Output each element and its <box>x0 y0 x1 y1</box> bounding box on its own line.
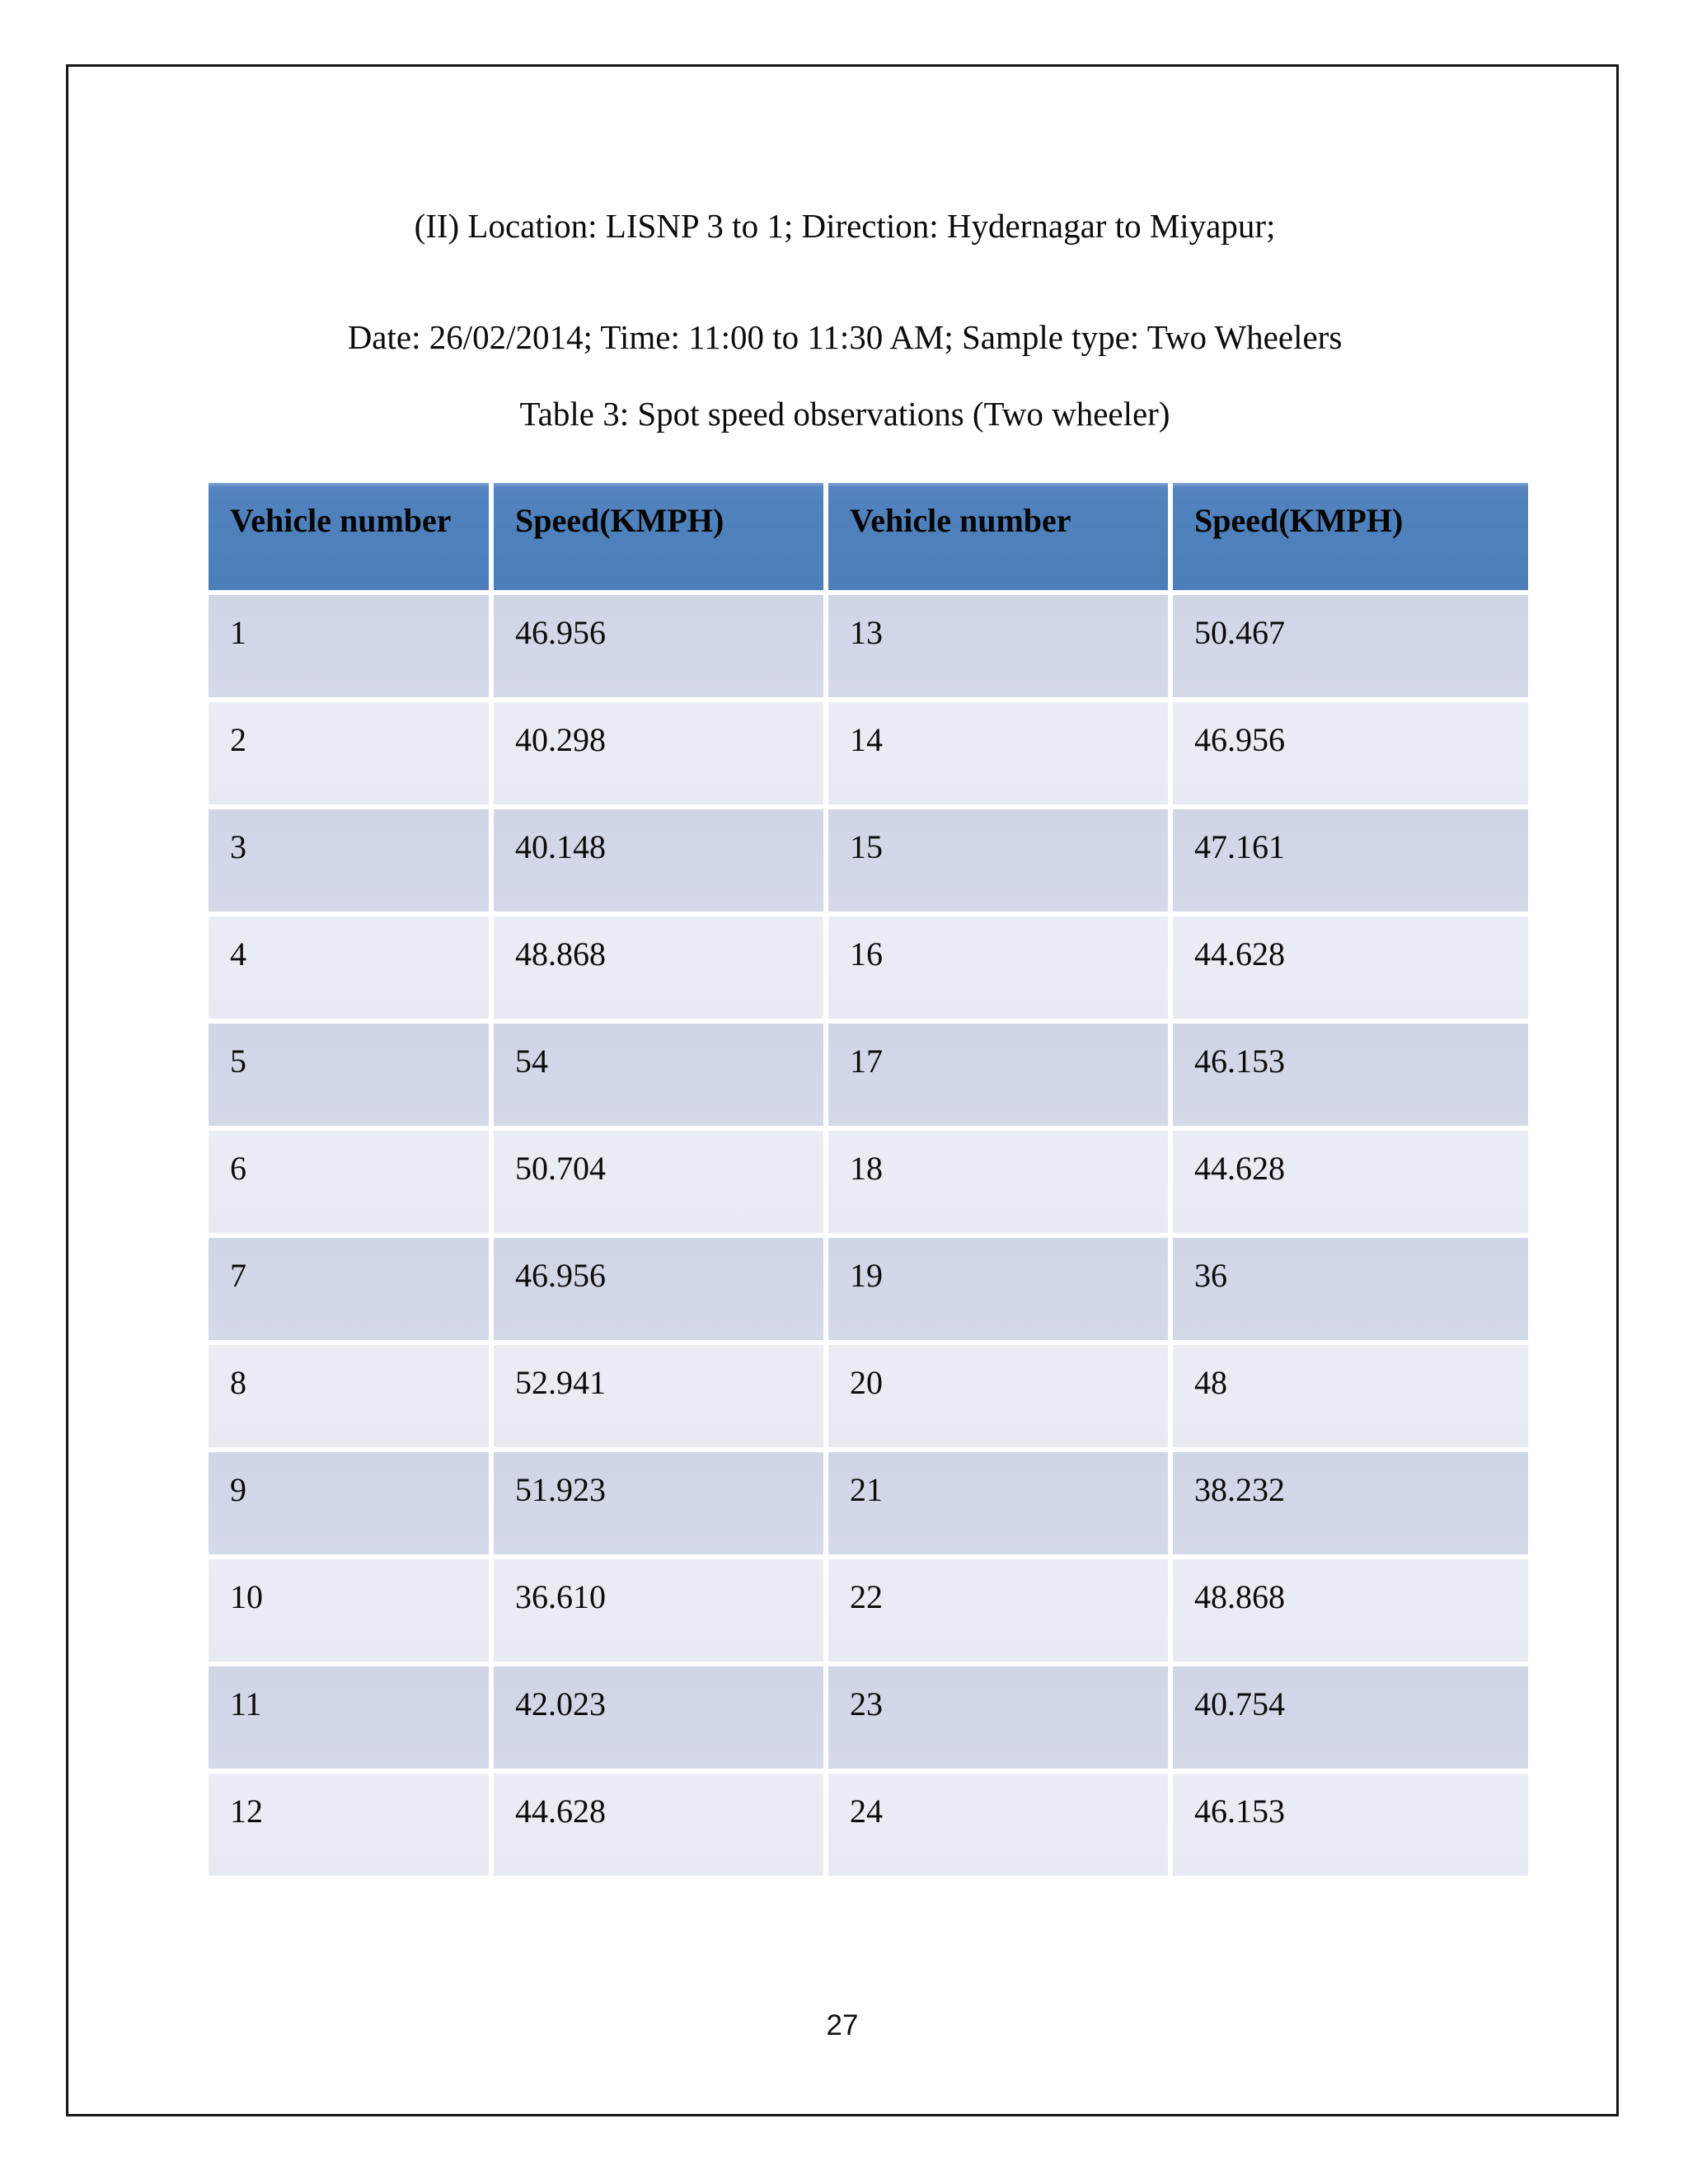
speed-cell: 36 <box>1173 1238 1528 1340</box>
vehicle-number-cell: 13 <box>828 595 1168 697</box>
table-row: 2 40.298 14 46.956 <box>209 702 1528 804</box>
heading-date-time-sample: Date: 26/02/2014; Time: 11:00 to 11:30 A… <box>347 318 1343 356</box>
header-row: Vehicle number Speed(KMPH) Vehicle numbe… <box>209 483 1528 590</box>
speed-cell: 36.610 <box>494 1559 823 1661</box>
column-header-vehicle-number-1: Vehicle number <box>209 483 489 590</box>
speed-cell: 48.868 <box>494 916 823 1019</box>
speed-cell: 51.923 <box>494 1452 823 1554</box>
table-row: 1 46.956 13 50.467 <box>209 595 1528 697</box>
speed-cell: 46.956 <box>494 1238 823 1340</box>
vehicle-number-cell: 17 <box>828 1024 1168 1126</box>
table-row: 7 46.956 19 36 <box>209 1238 1528 1340</box>
speed-cell: 44.628 <box>1173 916 1528 1019</box>
speed-cell: 40.148 <box>494 809 823 912</box>
table-row: 11 42.023 23 40.754 <box>209 1666 1528 1769</box>
table-row: 4 48.868 16 44.628 <box>209 916 1528 1019</box>
speed-cell: 38.232 <box>1173 1452 1528 1554</box>
spot-speed-table: Vehicle number Speed(KMPH) Vehicle numbe… <box>204 478 1533 1881</box>
page-number: 27 <box>826 2009 859 2041</box>
vehicle-number-cell: 24 <box>828 1774 1168 1876</box>
speed-cell: 40.754 <box>1173 1666 1528 1769</box>
vehicle-number-cell: 23 <box>828 1666 1168 1769</box>
vehicle-number-cell: 21 <box>828 1452 1168 1554</box>
speed-cell: 46.153 <box>1173 1774 1528 1876</box>
vehicle-number-cell: 14 <box>828 702 1168 804</box>
table-row: 6 50.704 18 44.628 <box>209 1131 1528 1233</box>
vehicle-number-cell: 4 <box>209 916 489 1019</box>
vehicle-number-cell: 3 <box>209 809 489 912</box>
speed-cell: 46.956 <box>1173 702 1528 804</box>
vehicle-number-cell: 7 <box>209 1238 489 1340</box>
vehicle-number-cell: 2 <box>209 702 489 804</box>
speed-cell: 52.941 <box>494 1345 823 1447</box>
vehicle-number-cell: 18 <box>828 1131 1168 1233</box>
table-row: 3 40.148 15 47.161 <box>209 809 1528 912</box>
vehicle-number-cell: 19 <box>828 1238 1168 1340</box>
table-row: 5 54 17 46.153 <box>209 1024 1528 1126</box>
speed-cell: 46.956 <box>494 595 823 697</box>
page-border <box>66 64 1619 2116</box>
vehicle-number-cell: 12 <box>209 1774 489 1876</box>
speed-cell: 50.467 <box>1173 595 1528 697</box>
vehicle-number-cell: 10 <box>209 1559 489 1661</box>
vehicle-number-cell: 15 <box>828 809 1168 912</box>
speed-cell: 54 <box>494 1024 823 1126</box>
table-row: 12 44.628 24 46.153 <box>209 1774 1528 1876</box>
vehicle-number-cell: 22 <box>828 1559 1168 1661</box>
column-header-vehicle-number-2: Vehicle number <box>828 483 1168 590</box>
speed-cell: 47.161 <box>1173 809 1528 912</box>
speed-cell: 40.298 <box>494 702 823 804</box>
vehicle-number-cell: 16 <box>828 916 1168 1019</box>
vehicle-number-cell: 1 <box>209 595 489 697</box>
column-header-speed-1: Speed(KMPH) <box>494 483 823 590</box>
vehicle-number-cell: 11 <box>209 1666 489 1769</box>
column-header-speed-2: Speed(KMPH) <box>1173 483 1528 590</box>
vehicle-number-cell: 5 <box>209 1024 489 1126</box>
speed-cell: 48.868 <box>1173 1559 1528 1661</box>
heading-location-direction: (II) Location: LISNP 3 to 1; Direction: … <box>414 207 1276 245</box>
speed-cell: 48 <box>1173 1345 1528 1447</box>
vehicle-number-cell: 8 <box>209 1345 489 1447</box>
speed-cell: 42.023 <box>494 1666 823 1769</box>
table-row: 10 36.610 22 48.868 <box>209 1559 1528 1661</box>
speed-cell: 46.153 <box>1173 1024 1528 1126</box>
vehicle-number-cell: 9 <box>209 1452 489 1554</box>
table-caption: Table 3: Spot speed observations (Two wh… <box>519 395 1170 433</box>
table-row: 8 52.941 20 48 <box>209 1345 1528 1447</box>
table-row: 9 51.923 21 38.232 <box>209 1452 1528 1554</box>
vehicle-number-cell: 6 <box>209 1131 489 1233</box>
speed-cell: 44.628 <box>494 1774 823 1876</box>
speed-cell: 50.704 <box>494 1131 823 1233</box>
speed-cell: 44.628 <box>1173 1131 1528 1233</box>
vehicle-number-cell: 20 <box>828 1345 1168 1447</box>
